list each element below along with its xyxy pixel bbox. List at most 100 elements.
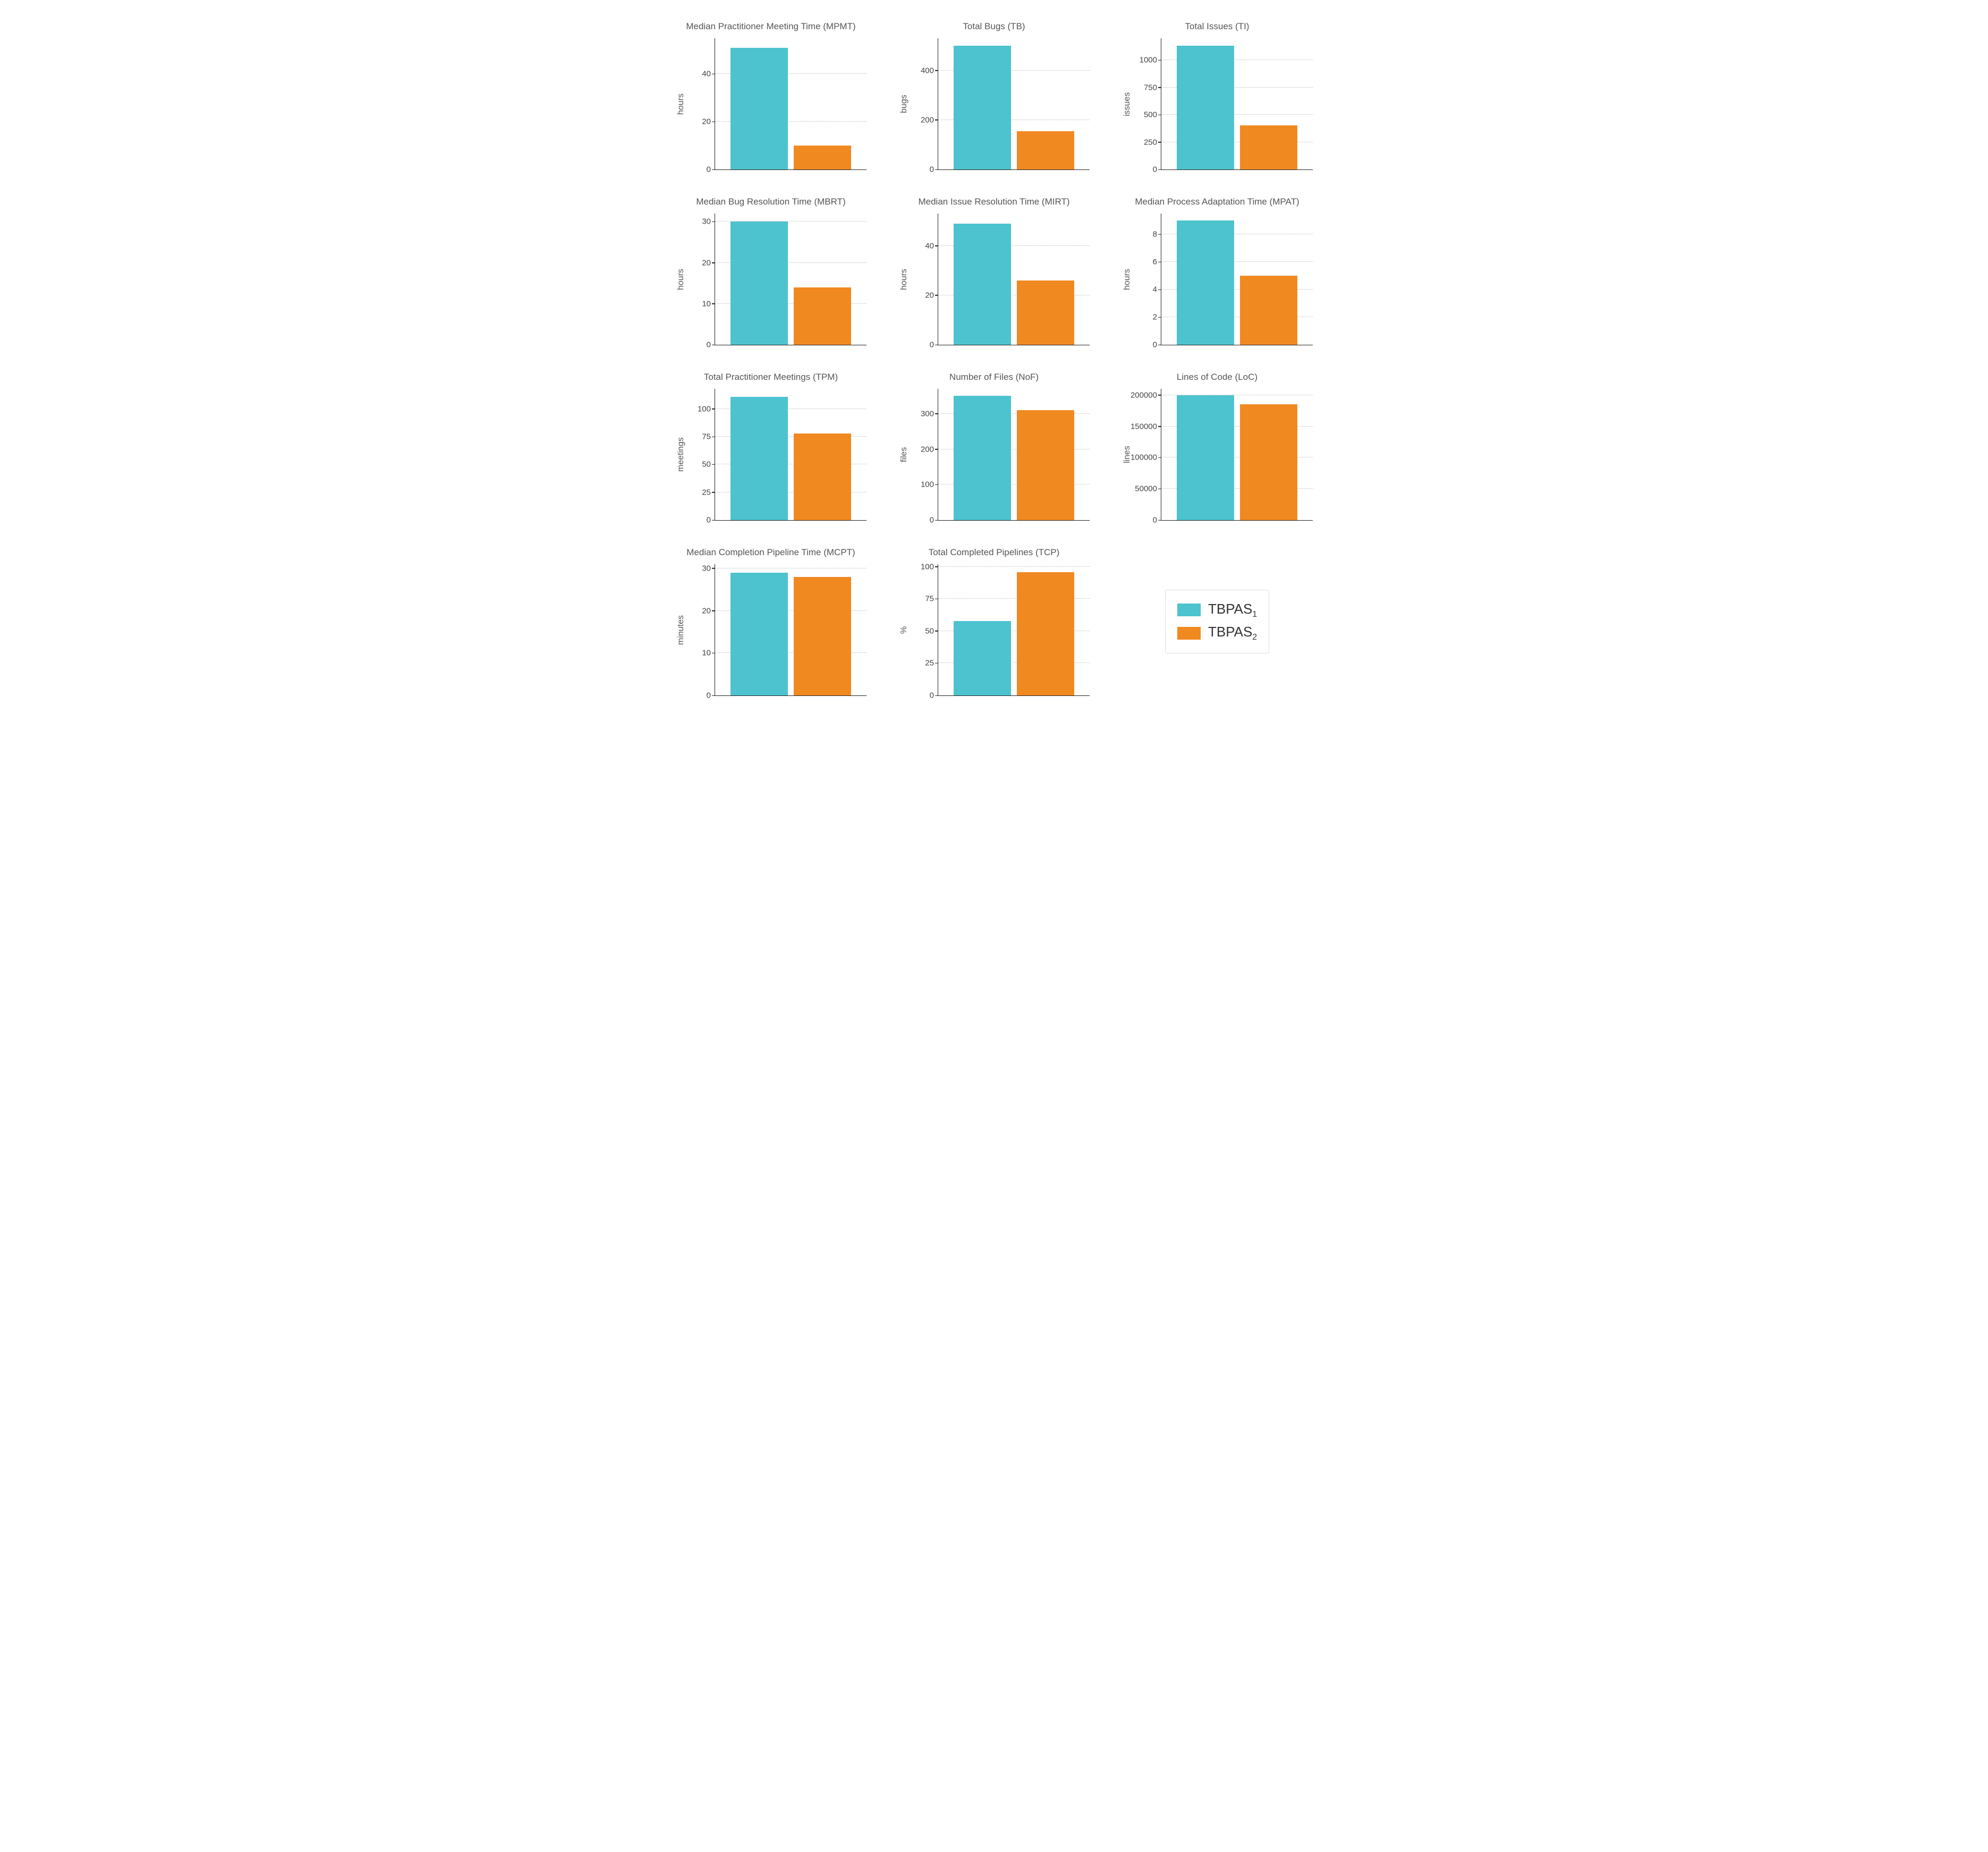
plot-area: 050000100000150000200000 (1161, 389, 1313, 521)
y-tick-label: 0 (930, 165, 934, 174)
y-axis-label: meetings (675, 389, 687, 521)
bar-tbpas1 (1177, 220, 1234, 345)
legend-label: TBPAS1 (1208, 601, 1257, 619)
chart-body: files 0100200300 (898, 389, 1090, 521)
bar-tbpas1 (954, 396, 1011, 520)
y-tick-label: 6 (1153, 258, 1157, 267)
y-ticks: 02468 (1134, 214, 1159, 345)
y-tick-label: 0 (1153, 341, 1157, 350)
y-tick-label: 25 (702, 488, 711, 497)
y-tick-label: 50 (702, 460, 711, 469)
y-tick-label: 150000 (1131, 422, 1157, 431)
y-tick-label: 50 (925, 626, 934, 635)
chart-panel: Median Issue Resolution Time (MIRT) hours… (898, 197, 1090, 345)
plot-area: 0102030 (715, 214, 866, 345)
y-tick-label: 100 (921, 480, 934, 489)
y-axis-label: hours (1122, 214, 1133, 345)
chart-body: minutes0102030 (675, 564, 866, 696)
chart-title: Total Completed Pipelines (TCP) (898, 547, 1090, 559)
chart-body: hours02040 (675, 38, 866, 170)
y-tick-label: 100000 (1131, 453, 1157, 462)
chart-title: Total Issues (TI) (1122, 21, 1313, 33)
y-tick-label: 100 (921, 562, 934, 571)
chart-body: bugs 0200400 (898, 38, 1090, 170)
bars-container (1161, 214, 1313, 345)
y-tick-label: 100 (698, 404, 711, 413)
y-tick-label: 0 (1153, 516, 1157, 525)
y-tick-label: 30 (702, 564, 711, 573)
chart-panel: Median Completion Pipeline Time (MCPT)mi… (675, 547, 866, 696)
plot-area: 0200400 (938, 38, 1090, 170)
plot-area: 02040 (938, 214, 1090, 345)
chart-panel: Total Completed Pipelines (TCP)%02550751… (898, 547, 1090, 696)
y-tick-label: 1000 (1140, 56, 1157, 65)
bar-tbpas2 (794, 287, 851, 345)
chart-panel: Total Issues (TI) issues02505007501000 (1122, 21, 1313, 170)
chart-title: Median Issue Resolution Time (MIRT) (898, 197, 1090, 208)
bar-tbpas2 (1240, 125, 1297, 169)
y-tick-label: 20 (702, 606, 711, 615)
chart-panel: Median Bug Resolution Time (MBRT) hours 01… (675, 197, 866, 345)
chart-title: Median Bug Resolution Time (MBRT) (675, 197, 866, 208)
plot-area: 0102030 (715, 564, 866, 696)
bars-container (715, 38, 866, 169)
plot-area: 0255075100 (938, 564, 1090, 696)
y-axis-label: hours (675, 38, 687, 170)
y-axis-label: bugs (898, 38, 910, 170)
y-ticks: 0102030 (687, 564, 713, 695)
bars-container (1161, 389, 1313, 520)
y-tick-label: 0 (707, 341, 711, 350)
y-ticks: 0200400 (911, 38, 936, 169)
legend-swatch (1177, 627, 1201, 640)
y-ticks: 050000100000150000200000 (1134, 389, 1159, 520)
bar-tbpas1 (954, 621, 1011, 695)
plot-area: 02040 (715, 38, 866, 170)
y-ticks: 02040 (911, 214, 936, 345)
y-tick-label: 400 (921, 66, 934, 75)
bars-container (1161, 38, 1313, 169)
chart-title: Median Completion Pipeline Time (MCPT) (675, 547, 866, 559)
bar-tbpas1 (730, 48, 788, 169)
y-tick-label: 25 (925, 659, 934, 668)
chart-title: Median Process Adaptation Time (MPAT) (1122, 197, 1313, 208)
y-tick-label: 0 (707, 165, 711, 174)
chart-panel: Median Process Adaptation Time (MPAT) hou… (1122, 197, 1313, 345)
y-tick-label: 2 (1153, 313, 1157, 322)
y-tick-label: 8 (1153, 230, 1157, 239)
y-axis-label: hours (675, 214, 687, 345)
y-axis-label: % (898, 564, 910, 696)
chart-title: Total Bugs (TB) (898, 21, 1090, 33)
y-ticks: 02040 (687, 38, 713, 169)
y-tick-label: 0 (930, 516, 934, 525)
bars-container (715, 214, 866, 345)
chart-panel: Total Bugs (TB) bugs 0200400 (898, 21, 1090, 170)
y-tick-label: 0 (1153, 165, 1157, 174)
y-ticks: 02505007501000 (1134, 38, 1159, 169)
bars-container (938, 214, 1090, 345)
bar-tbpas1 (730, 573, 788, 695)
y-tick-label: 40 (925, 241, 934, 250)
bars-container (715, 564, 866, 695)
y-tick-label: 200 (921, 115, 934, 124)
bar-tbpas2 (1017, 410, 1074, 520)
bar-tbpas2 (794, 577, 851, 695)
chart-body: issues02505007501000 (1122, 38, 1313, 170)
y-axis-label: files (898, 389, 910, 521)
bars-container (938, 564, 1090, 695)
plot-area: 0100200300 (938, 389, 1090, 521)
chart-body: hours02040 (898, 214, 1090, 345)
bar-tbpas1 (1177, 395, 1234, 520)
y-tick-label: 4 (1153, 285, 1157, 294)
chart-body: %0255075100 (898, 564, 1090, 696)
chart-body: lines050000100000150000200000 (1122, 389, 1313, 521)
y-tick-label: 50000 (1135, 485, 1157, 494)
chart-body: meetings0255075100 (675, 389, 866, 521)
y-tick-label: 30 (702, 217, 711, 226)
bar-tbpas1 (954, 46, 1011, 169)
bar-tbpas1 (730, 397, 788, 520)
y-ticks: 0255075100 (687, 389, 713, 520)
y-tick-label: 75 (925, 594, 934, 604)
y-tick-label: 0 (930, 691, 934, 700)
bar-tbpas2 (1017, 281, 1074, 345)
y-tick-label: 20 (702, 117, 711, 126)
